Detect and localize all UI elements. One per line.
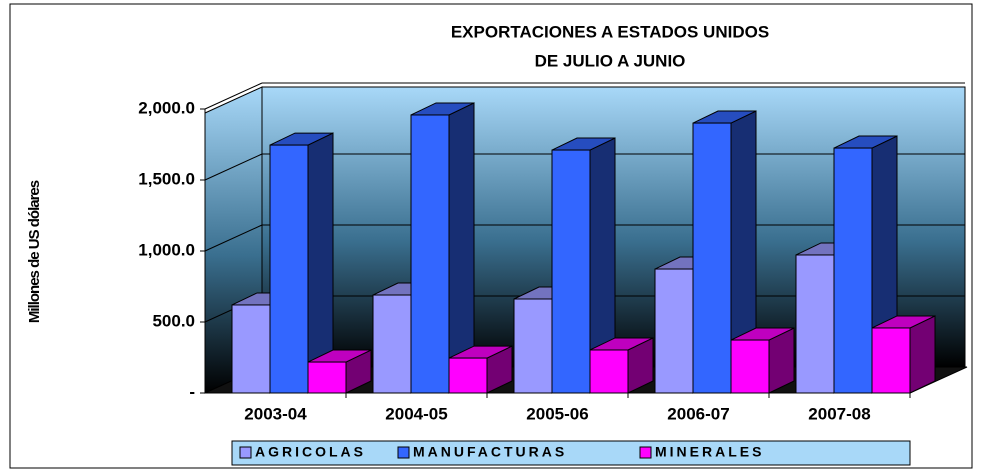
bar-front: [372, 294, 412, 394]
x-tick-label: 2007-08: [808, 404, 870, 423]
legend-swatch: [239, 446, 252, 459]
bar-front: [307, 361, 347, 394]
bar-front: [551, 149, 591, 394]
bar: [448, 345, 513, 394]
bar-front: [654, 268, 694, 394]
bar-front: [730, 339, 770, 394]
bar: [410, 102, 475, 394]
chart-title: EXPORTACIONES A ESTADOS UNIDOS: [451, 22, 769, 41]
bar: [730, 327, 795, 394]
bar: [692, 110, 757, 394]
legend-label: AGRICOLAS: [255, 444, 366, 460]
chart-title: DE JULIO A JUNIO: [535, 51, 686, 70]
bar-front: [589, 349, 629, 394]
x-tick-label: 2005-06: [526, 404, 588, 423]
bar-front: [513, 298, 553, 394]
y-tick-label: -: [189, 382, 195, 401]
grid-line: [204, 82, 263, 110]
bar: [871, 315, 936, 394]
bar: [551, 137, 616, 394]
x-tick-label: 2003-04: [244, 404, 307, 423]
bar-front: [795, 254, 835, 394]
bar-front: [692, 122, 732, 394]
bar-front: [231, 304, 271, 394]
legend-label: MANUFACTURAS: [413, 444, 567, 460]
bar: [589, 337, 654, 394]
x-tick-label: 2006-07: [667, 404, 729, 423]
y-tick-label: 1,000.0: [138, 240, 195, 259]
legend: [231, 440, 911, 466]
y-axis-label: Millones de US dólares: [26, 180, 43, 323]
bar-front: [448, 357, 488, 394]
grid-line: [204, 224, 263, 252]
bar-front: [269, 144, 309, 394]
bar: [269, 132, 334, 394]
y-tick-label: 500.0: [152, 311, 195, 330]
x-tick-label: 2004-05: [385, 404, 447, 423]
bar-side: [909, 315, 936, 394]
legend-label: MINERALES: [655, 444, 764, 460]
legend-swatch: [397, 446, 410, 459]
bar: [307, 349, 372, 394]
bar-front: [871, 327, 911, 394]
grid-line: [204, 153, 263, 181]
bar-front: [833, 147, 873, 394]
legend-swatch: [639, 446, 652, 459]
bar-front: [410, 114, 450, 394]
y-tick-label: 1,500.0: [138, 169, 195, 188]
y-tick-label: 2,000.0: [138, 98, 195, 117]
